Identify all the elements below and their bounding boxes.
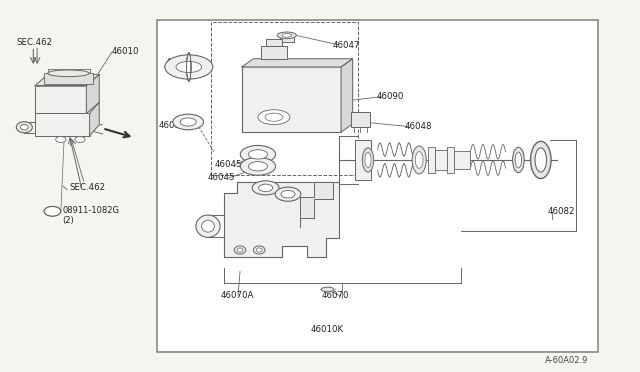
Ellipse shape [248, 150, 268, 159]
Ellipse shape [17, 122, 32, 133]
Text: 46047: 46047 [333, 41, 360, 50]
Polygon shape [35, 74, 99, 86]
Ellipse shape [176, 61, 202, 73]
Ellipse shape [515, 152, 522, 168]
Bar [266, 39, 282, 46]
Polygon shape [242, 59, 353, 67]
Ellipse shape [237, 248, 243, 252]
Ellipse shape [248, 161, 268, 171]
Ellipse shape [252, 181, 279, 195]
Text: 46070: 46070 [322, 291, 349, 300]
Ellipse shape [513, 147, 524, 173]
Bar [242, 67, 341, 132]
Ellipse shape [196, 215, 220, 237]
Bar [280, 35, 294, 42]
Ellipse shape [202, 220, 214, 232]
Circle shape [44, 206, 61, 216]
Ellipse shape [180, 118, 196, 126]
Bar [261, 46, 287, 59]
Ellipse shape [48, 70, 90, 77]
Circle shape [75, 137, 85, 142]
Ellipse shape [253, 246, 265, 254]
Text: 46045: 46045 [208, 173, 236, 182]
Polygon shape [224, 182, 339, 257]
Ellipse shape [275, 187, 301, 201]
Ellipse shape [257, 248, 262, 252]
Ellipse shape [282, 33, 292, 37]
Text: SEC.462: SEC.462 [16, 38, 52, 47]
Bar [435, 150, 447, 170]
Ellipse shape [234, 246, 246, 254]
Ellipse shape [173, 114, 204, 130]
Ellipse shape [365, 153, 371, 167]
Ellipse shape [535, 148, 547, 172]
Ellipse shape [165, 55, 212, 79]
Polygon shape [86, 74, 99, 113]
Ellipse shape [321, 287, 334, 292]
Circle shape [56, 137, 66, 142]
Text: 46070A: 46070A [221, 291, 254, 300]
Ellipse shape [241, 157, 276, 175]
Ellipse shape [531, 141, 551, 179]
Text: 46082: 46082 [547, 207, 575, 216]
Ellipse shape [259, 184, 273, 192]
Text: 46090: 46090 [376, 92, 404, 101]
Polygon shape [341, 59, 353, 132]
Ellipse shape [412, 146, 426, 174]
Text: 46020: 46020 [165, 58, 193, 67]
Text: 46010: 46010 [112, 47, 140, 56]
Bar [44, 73, 93, 84]
Text: N: N [50, 208, 55, 214]
Bar [454, 151, 470, 169]
Polygon shape [90, 102, 99, 136]
Ellipse shape [362, 148, 374, 172]
Bar [355, 140, 371, 180]
Ellipse shape [258, 110, 290, 125]
Text: (2): (2) [63, 216, 74, 225]
Text: 46010K: 46010K [310, 325, 344, 334]
Text: A-60A02.9: A-60A02.9 [545, 356, 589, 365]
Bar [447, 147, 454, 173]
Ellipse shape [20, 124, 28, 130]
Text: SEC.462: SEC.462 [69, 183, 105, 192]
Ellipse shape [277, 32, 296, 39]
Text: 46045: 46045 [214, 160, 242, 169]
Text: 08911-1082G: 08911-1082G [63, 206, 120, 215]
Text: 46048: 46048 [404, 122, 432, 131]
Bar [351, 112, 370, 127]
Circle shape [44, 206, 61, 216]
Ellipse shape [265, 113, 283, 121]
Text: N: N [50, 208, 55, 214]
Ellipse shape [281, 190, 295, 198]
Bar [157, 20, 598, 352]
Ellipse shape [415, 152, 423, 168]
Bar [35, 113, 90, 136]
Text: 46093: 46093 [159, 121, 186, 130]
Bar [428, 147, 435, 173]
Polygon shape [300, 182, 333, 227]
Ellipse shape [241, 145, 276, 163]
Bar [35, 86, 99, 113]
